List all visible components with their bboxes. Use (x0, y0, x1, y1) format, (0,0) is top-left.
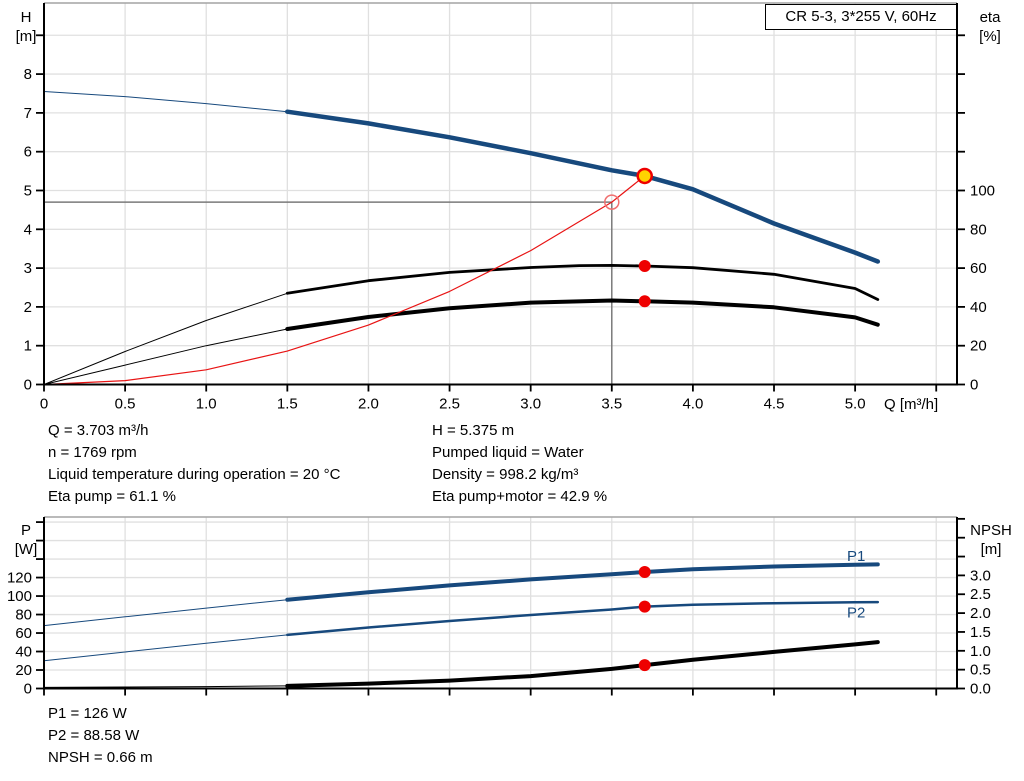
info-p2: P2 = 88.58 W (48, 727, 140, 744)
p2-curve-label: P2 (847, 604, 865, 621)
info-pumped-liquid: Pumped liquid = Water (432, 444, 584, 461)
svg-text:0: 0 (24, 681, 32, 698)
bottom-chart-gridlines (44, 517, 957, 689)
svg-text:120: 120 (7, 570, 32, 587)
eta-pump-point (638, 259, 651, 272)
svg-text:5.0: 5.0 (845, 396, 866, 413)
svg-text:20: 20 (15, 662, 32, 679)
svg-text:3: 3 (24, 260, 32, 277)
p2-curve-extension (43, 634, 288, 662)
svg-text:80: 80 (970, 221, 987, 238)
svg-text:100: 100 (970, 182, 995, 199)
svg-text:3.0: 3.0 (520, 396, 541, 413)
svg-text:0: 0 (970, 377, 978, 394)
duty-info-right: H = 5.375 m Pumped liquid = Water Densit… (432, 420, 607, 508)
info-density: Density = 998.2 kg/m³ (432, 466, 579, 483)
bottom-chart-axes (43, 516, 958, 690)
info-head: H = 5.375 m (432, 422, 515, 439)
eta-pump-curve-extension (43, 292, 288, 385)
info-q: Q = 3.703 m³/h (48, 422, 149, 439)
info-speed: n = 1769 rpm (48, 444, 137, 461)
p1-curve-label: P1 (847, 548, 865, 565)
npsh-curve-extension (43, 685, 288, 688)
svg-text:1.5: 1.5 (970, 624, 991, 641)
svg-text:40: 40 (970, 299, 987, 316)
requested-duty-point (604, 194, 620, 210)
top-chart-ticks: 0 0.5 1.0 1.5 2.0 2.5 3.0 3.5 4.0 4.5 5.0 0 1 2 3 4 5 6 7 8… (24, 34, 995, 413)
p-axis-label: P [W] (14, 522, 38, 558)
svg-text:2.5: 2.5 (970, 586, 991, 603)
p2-point (638, 600, 651, 613)
p1-curve-extension (43, 599, 288, 627)
svg-text:4: 4 (24, 221, 32, 238)
duty-crosshair (44, 201, 613, 385)
svg-text:4.5: 4.5 (764, 396, 785, 413)
svg-text:3.5: 3.5 (601, 396, 622, 413)
head-curve (285, 109, 881, 264)
npsh-curve (285, 640, 880, 688)
q-axis-title: Q [m³/h] (884, 396, 939, 413)
p2-curve (286, 600, 880, 637)
svg-text:20: 20 (970, 338, 987, 355)
power-info: P1 = 126 W P2 = 88.58 W NPSH = 0.66 m (48, 703, 153, 769)
svg-text:0.5: 0.5 (115, 396, 136, 413)
duty-point[interactable] (636, 167, 653, 185)
info-liquid-temp: Liquid temperature during operation = 20… (48, 466, 341, 483)
top-chart-axes (43, 2, 958, 386)
svg-text:0.5: 0.5 (970, 662, 991, 679)
npsh-axis-label: NPSH [m] (970, 522, 1012, 558)
top-chart-gridlines (44, 3, 957, 385)
svg-text:2: 2 (24, 299, 32, 316)
h-axis-label: H [m] (15, 9, 37, 45)
eta-pump-motor-curve (285, 298, 880, 331)
p1-point (638, 566, 651, 579)
head-curve-extension (43, 91, 288, 113)
svg-text:60: 60 (970, 260, 987, 277)
info-eta-pump: Eta pump = 61.1 % (48, 488, 176, 505)
svg-text:100: 100 (7, 588, 32, 605)
info-eta-pump-motor: Eta pump+motor = 42.9 % (432, 488, 608, 505)
svg-text:1.0: 1.0 (970, 643, 991, 660)
svg-text:1.5: 1.5 (277, 396, 298, 413)
svg-text:1.0: 1.0 (196, 396, 217, 413)
eta-pump-curve (285, 263, 880, 301)
p1-curve (285, 562, 880, 602)
eta-pump-motor-point (638, 295, 651, 308)
svg-text:5: 5 (24, 182, 32, 199)
info-npsh: NPSH = 0.66 m (48, 749, 153, 766)
svg-text:60: 60 (15, 625, 32, 642)
top-chart: 0 0.5 1.0 1.5 2.0 2.5 3.0 3.5 4.0 4.5 5.0 0 1 2 3 4 5 6 7 8… (24, 2, 995, 413)
svg-text:6: 6 (24, 144, 32, 161)
npsh-point (638, 659, 651, 672)
svg-text:4.0: 4.0 (682, 396, 703, 413)
info-p1: P1 = 126 W (48, 705, 127, 722)
svg-text:2.0: 2.0 (970, 605, 991, 622)
svg-text:3.0: 3.0 (970, 567, 991, 584)
eta-axis-label: eta [%] (979, 9, 1001, 45)
svg-text:2.5: 2.5 (439, 396, 460, 413)
system-curve (43, 175, 646, 386)
svg-text:40: 40 (15, 644, 32, 661)
svg-text:2.0: 2.0 (358, 396, 379, 413)
svg-text:0.0: 0.0 (970, 681, 991, 698)
svg-text:0: 0 (40, 396, 48, 413)
duty-info-left: Q = 3.703 m³/h n = 1769 rpm Liquid tempe… (48, 420, 340, 508)
pump-designation-box: CR 5-3, 3*255 V, 60Hz (765, 4, 957, 30)
svg-text:1: 1 (24, 338, 32, 355)
eta-pump-motor-curve-extension (43, 328, 288, 385)
svg-text:0: 0 (24, 377, 32, 394)
svg-text:80: 80 (15, 607, 32, 624)
svg-text:8: 8 (24, 66, 32, 83)
svg-text:7: 7 (24, 105, 32, 122)
